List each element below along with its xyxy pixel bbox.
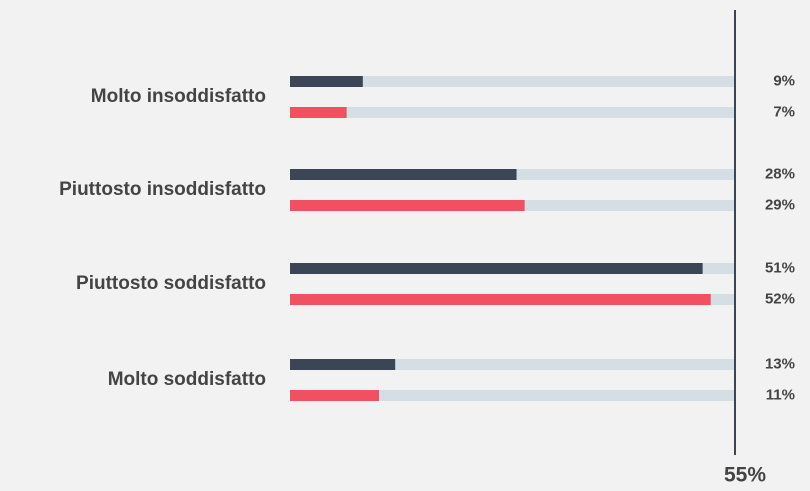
value-label: 28% — [765, 165, 795, 182]
bar — [290, 359, 396, 370]
x-tick-label: 55% — [724, 464, 766, 487]
bar — [290, 169, 517, 180]
bar-track — [290, 359, 735, 370]
category-label: Piuttosto insoddisfatto — [59, 179, 266, 200]
bar — [290, 294, 711, 305]
value-label: 29% — [765, 196, 795, 213]
value-label: 13% — [765, 355, 795, 372]
bar — [290, 390, 379, 401]
bar — [290, 200, 525, 211]
value-label: 7% — [773, 103, 795, 120]
bar — [290, 107, 347, 118]
category-label: Molto soddisfatto — [108, 369, 266, 390]
bar — [290, 76, 363, 87]
bar-track — [290, 107, 735, 118]
bar-track — [290, 390, 735, 401]
value-label: 9% — [773, 72, 795, 89]
category-label: Piuttosto soddisfatto — [76, 273, 266, 294]
bar — [290, 263, 703, 274]
value-label: 51% — [765, 259, 795, 276]
category-label: Molto insoddisfatto — [91, 86, 266, 107]
bar-track — [290, 76, 735, 87]
value-label: 11% — [766, 386, 795, 403]
value-label: 52% — [765, 290, 795, 307]
